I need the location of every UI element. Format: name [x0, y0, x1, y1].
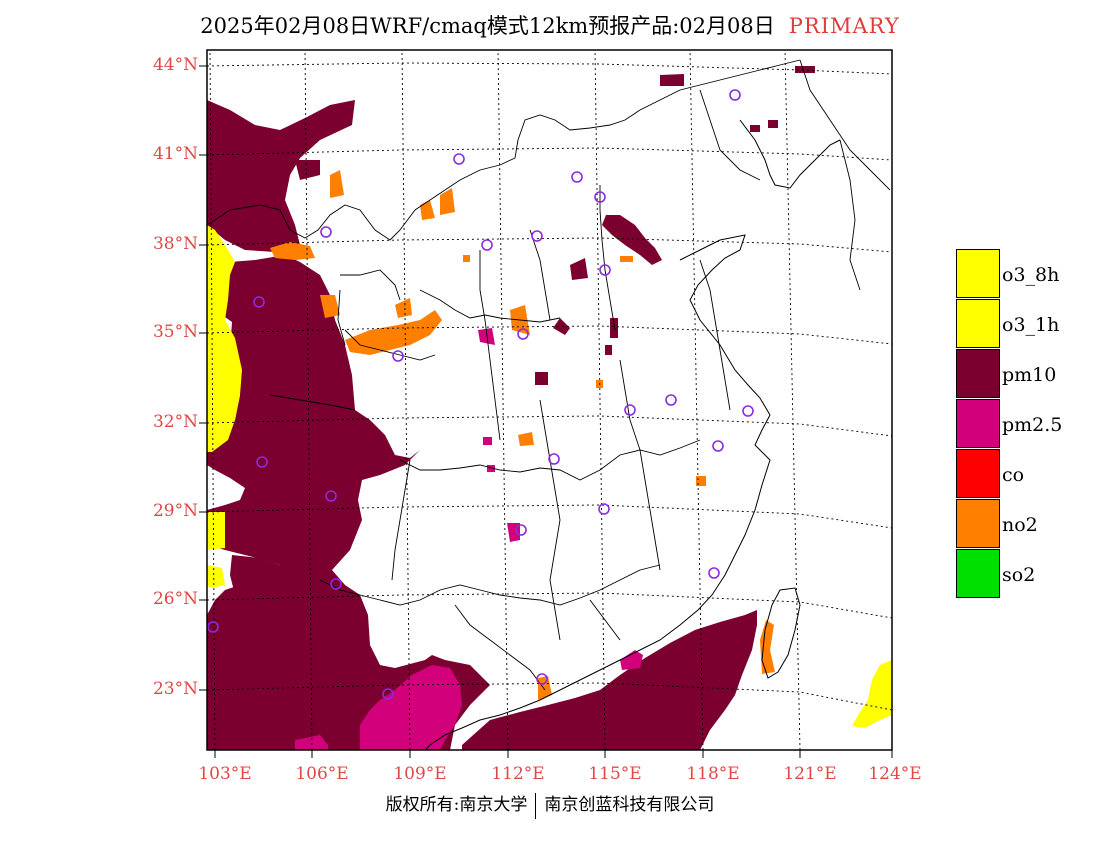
no2-region [270, 170, 775, 700]
lat-label-38: 38°N [152, 234, 198, 254]
legend-label-so2: so2 [1002, 564, 1036, 586]
legend-label-o3-8h: o3_8h [1002, 264, 1060, 286]
lat-label-44: 44°N [152, 55, 198, 75]
lat-label-26: 26°N [152, 589, 198, 609]
legend-label-pm10: pm10 [1002, 364, 1057, 386]
lat-label-41: 41°N [152, 144, 198, 164]
footer-right: 南京创蓝科技有限公司 [544, 795, 715, 815]
legend-label-no2: no2 [1002, 514, 1038, 536]
lat-label-29: 29°N [152, 501, 198, 521]
legend-swatch-pm25 [956, 399, 1000, 448]
o3-region [207, 225, 892, 728]
legend-label-co: co [1002, 464, 1025, 486]
legend-swatch-co [956, 449, 1000, 498]
legend-swatch-o3-8h [956, 249, 1000, 298]
lat-label-23: 23°N [152, 679, 198, 699]
title-main: 2025年02月08日WRF/cmaq模式12km预报产品:02月08日 [200, 14, 775, 38]
lat-label-32: 32°N [152, 412, 198, 432]
lon-label-124: 124°E [868, 764, 922, 784]
lon-label-118: 118°E [686, 764, 740, 784]
legend-label-pm25: pm2.5 [1002, 414, 1063, 436]
pm25-region [295, 328, 643, 750]
legend-swatch-pm10 [956, 349, 1000, 398]
map-frame [206, 49, 893, 751]
pm10-region [207, 66, 815, 750]
chart-title: 2025年02月08日WRF/cmaq模式12km预报产品:02月08日 PRIM… [0, 10, 1100, 40]
title-tag: PRIMARY [788, 14, 900, 38]
coastline [424, 119, 841, 750]
lon-label-106: 106°E [295, 764, 349, 784]
legend-swatch-so2 [956, 549, 1000, 598]
lon-label-109: 109°E [393, 764, 447, 784]
lat-label-35: 35°N [152, 322, 198, 342]
lon-label-112: 112°E [491, 764, 545, 784]
legend-swatch-no2 [956, 499, 1000, 548]
graticule [207, 50, 892, 750]
legend-swatch-o3-1h [956, 299, 1000, 348]
footer-left: 版权所有:南京大学 [385, 795, 528, 815]
footer-separator [535, 792, 537, 819]
legend-label-o3-1h: o3_1h [1002, 314, 1060, 336]
copyright-footer: 版权所有:南京大学 南京创蓝科技有限公司 [0, 790, 1100, 819]
lon-label-103: 103°E [198, 764, 252, 784]
lon-label-121: 121°E [783, 764, 837, 784]
lon-label-115: 115°E [588, 764, 642, 784]
axis-ticks [199, 65, 893, 758]
station-markers [207, 89, 754, 700]
